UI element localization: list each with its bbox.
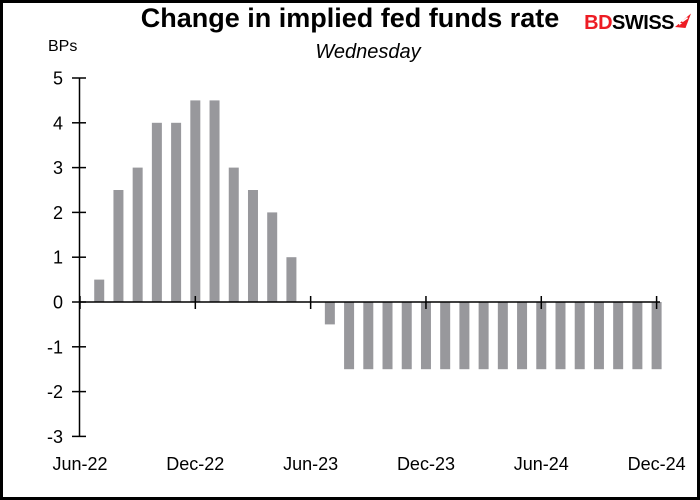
y-tick-label: 2: [53, 203, 63, 223]
y-tick-label: -1: [47, 337, 63, 357]
bar-Jan-24: [440, 302, 451, 370]
y-tick-label: 3: [53, 158, 63, 178]
bar-Apr-23: [267, 212, 278, 302]
bar-Jun-24: [536, 302, 547, 370]
page-title: Change in implied fed funds rate: [140, 3, 560, 33]
logo-text-bd: BD: [584, 11, 613, 34]
bar-Jul-22: [94, 279, 105, 302]
bar-Jul-23: [324, 302, 335, 325]
bar-Aug-22: [113, 190, 124, 302]
bar-Dec-24: [651, 302, 662, 370]
y-tick-label: 1: [53, 248, 63, 268]
bar-Jan-23: [209, 100, 220, 303]
bar-Sep-24: [593, 302, 604, 370]
y-tick-label: -3: [47, 427, 63, 447]
bar-Oct-23: [382, 302, 393, 370]
bar-Dec-22: [190, 100, 201, 303]
red-arrow-icon: [675, 12, 691, 33]
logo-text-swiss: SWISS: [612, 11, 674, 34]
bar-Nov-22: [171, 122, 182, 302]
bar-Oct-24: [613, 302, 624, 370]
bar-Sep-22: [132, 167, 143, 302]
bar-chart: 5 4 3 2 1 0 -1 -2 -3 Jun-22 Dec-22 Jun-23 Dec-23 Jun-…: [47, 69, 686, 475]
bar-Sep-23: [363, 302, 374, 370]
x-tick-label: Jun-23: [283, 454, 338, 474]
x-tick-label: Dec-23: [397, 454, 455, 474]
chart-subtitle: Wednesday: [315, 41, 421, 63]
bar-Oct-22: [151, 122, 162, 302]
bar-Apr-24: [497, 302, 508, 370]
y-tick-label: 0: [53, 293, 63, 313]
bar-Feb-24: [459, 302, 470, 370]
y-tick-label: 4: [53, 113, 63, 133]
bar-Nov-23: [401, 302, 412, 370]
bar-Mar-24: [478, 302, 489, 370]
bar-Jul-24: [555, 302, 566, 370]
bar-May-24: [517, 302, 528, 370]
x-tick-label: Dec-22: [166, 454, 224, 474]
bar-May-23: [286, 257, 297, 302]
y-tick-label: 5: [53, 69, 63, 89]
x-tick-label: Jun-22: [52, 454, 107, 474]
x-tick-label: Dec-24: [628, 454, 686, 474]
x-tick-label: Jun-24: [514, 454, 569, 474]
bar-Feb-23: [228, 167, 239, 302]
bar-Aug-24: [574, 302, 585, 370]
y-axis-unit-label: BPs: [48, 38, 78, 55]
bdswiss-logo: BD SWISS: [584, 12, 691, 33]
bar-Mar-23: [247, 190, 258, 302]
bar-Dec-23: [420, 302, 431, 370]
bar-Aug-23: [344, 302, 355, 370]
y-tick-label: -2: [47, 382, 63, 402]
bar-Nov-24: [632, 302, 643, 370]
